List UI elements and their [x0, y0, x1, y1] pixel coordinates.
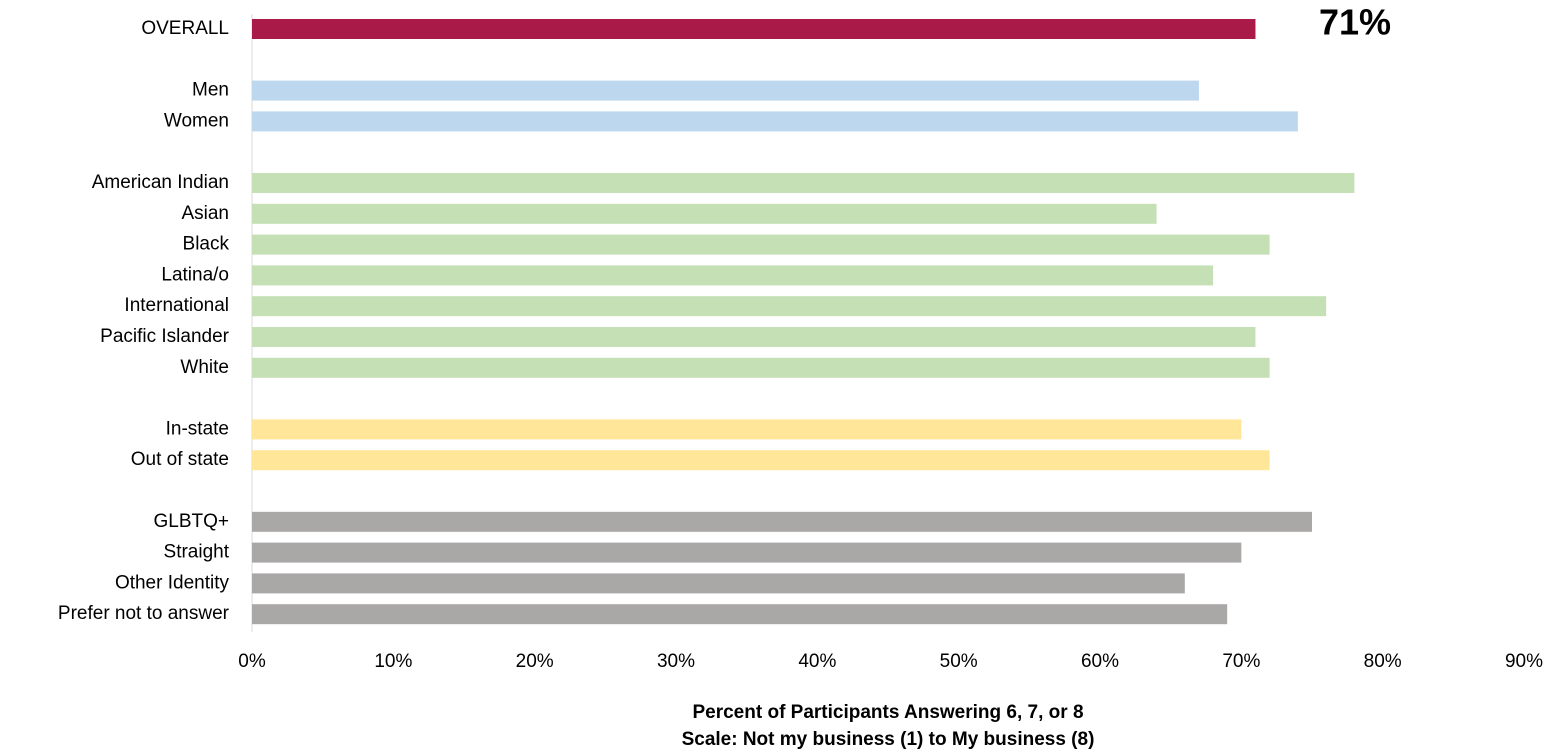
x-axis-label: Percent of Participants Answering 6, 7, … — [692, 702, 1083, 723]
y-tick-label: Men — [192, 80, 229, 101]
bar — [252, 542, 1242, 563]
y-tick-label: Asian — [181, 203, 229, 224]
bar — [252, 265, 1214, 286]
bar — [252, 327, 1256, 347]
y-tick-label: OVERALL — [141, 18, 229, 39]
y-tick-label: American Indian — [92, 172, 229, 193]
y-tick-label: GLBTQ+ — [154, 511, 230, 532]
y-tick-label: Women — [164, 110, 229, 131]
x-tick-label: 20% — [516, 651, 554, 672]
y-tick-label: Prefer not to answer — [58, 603, 230, 624]
bar — [252, 511, 1312, 532]
bar — [252, 450, 1270, 471]
bar — [252, 573, 1185, 594]
x-tick-label: 90% — [1505, 651, 1543, 672]
y-tick-label: White — [180, 357, 229, 378]
y-tick-label: Other Identity — [115, 572, 230, 593]
bar — [252, 357, 1270, 378]
bar — [252, 111, 1298, 132]
x-tick-label: 80% — [1364, 651, 1402, 672]
bar — [252, 19, 1256, 39]
x-tick-label: 60% — [1081, 651, 1119, 672]
y-tick-label: Pacific Islander — [100, 326, 230, 347]
bar — [252, 419, 1242, 440]
x-tick-label: 50% — [940, 651, 978, 672]
x-tick-label: 0% — [238, 651, 266, 672]
bar — [252, 296, 1327, 317]
x-axis-label: Scale: Not my business (1) to My busines… — [682, 729, 1095, 750]
x-tick-label: 40% — [798, 651, 836, 672]
y-tick-label: Latina/o — [161, 264, 229, 285]
bar — [252, 203, 1157, 224]
x-tick-label: 10% — [374, 651, 412, 672]
x-tick-label: 70% — [1222, 651, 1260, 672]
x-tick-label: 30% — [657, 651, 695, 672]
bar — [252, 173, 1355, 193]
data-label: 71% — [1319, 2, 1391, 43]
y-tick-label: Black — [183, 234, 230, 255]
y-tick-label: Straight — [164, 542, 230, 563]
y-tick-label: In-state — [166, 418, 229, 439]
bar — [252, 234, 1270, 255]
bar — [252, 604, 1228, 625]
y-tick-label: Out of state — [131, 449, 229, 470]
y-tick-label: International — [124, 295, 229, 316]
bar — [252, 80, 1199, 101]
